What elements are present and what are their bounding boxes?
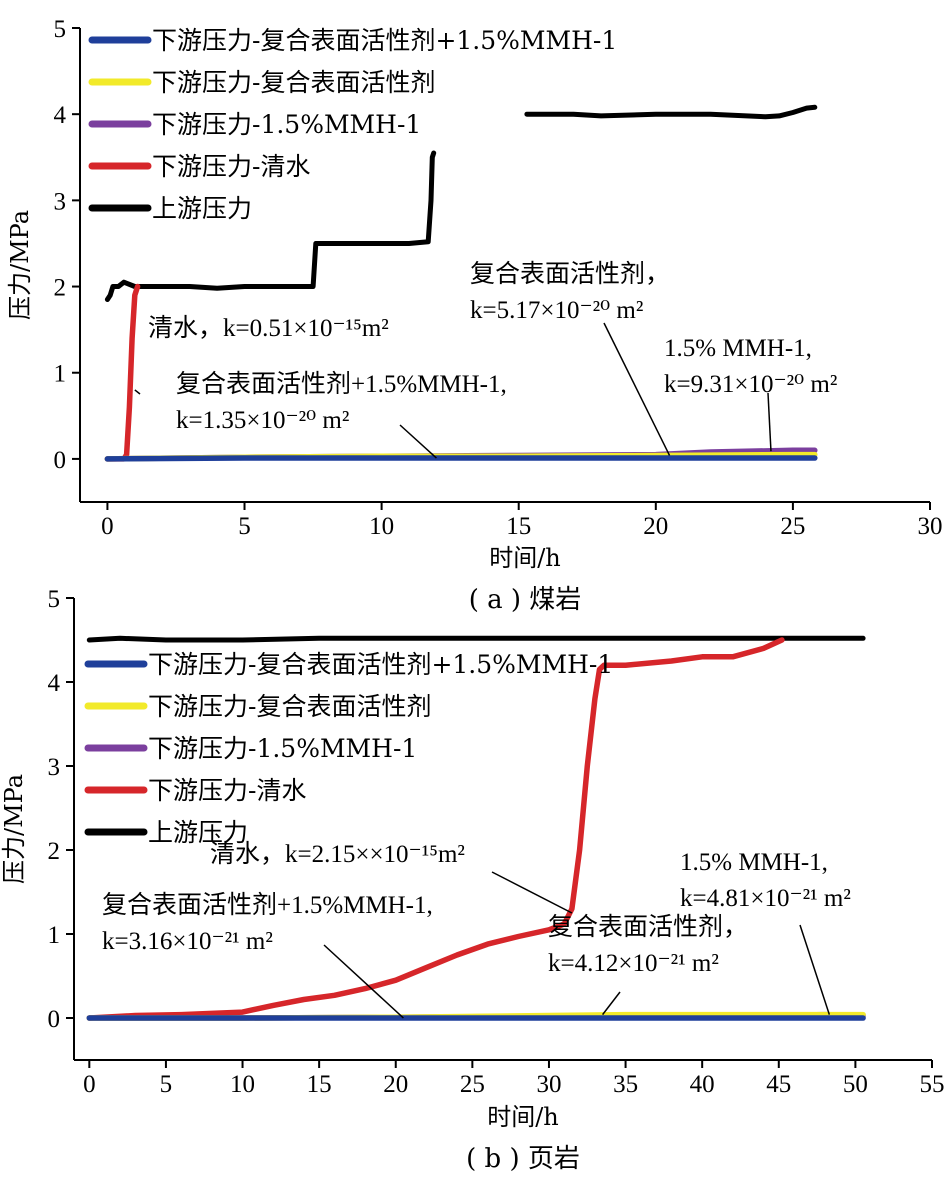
legend-label: 下游压力-清水 [148,776,306,805]
annotation-leader [603,322,671,456]
annotation-text: 复合表面活性剂， [548,913,748,941]
legend-label: 上游压力 [152,194,252,223]
y-axis-title: 压力/MPa [0,774,28,884]
annotation-leader [134,389,141,395]
series-line-3 [86,637,785,1021]
series-line-0 [104,455,818,462]
annotation-text: 1.5% MMH-1, [664,335,812,362]
annotation-text: 复合表面活性剂+1.5%MMH-1, [102,891,433,919]
x-tick-label: 5 [238,513,251,540]
panel-caption: ( b ) 页岩 [466,1144,580,1174]
series-line-4 [86,635,866,643]
y-tick-label: 5 [48,586,61,613]
y-tick-label: 4 [54,102,67,129]
annotation-text: 复合表面活性剂， [470,260,670,288]
annotation-leader [601,991,621,1016]
annotation-text: 1.5% MMH-1, [680,849,828,876]
legend-label: 下游压力-复合表面活性剂 [148,692,431,721]
y-axis-title: 压力/MPa [6,210,34,320]
annotation-text: 清水，k=0.51×10⁻¹⁵m² [148,314,389,342]
annotation-text: k=9.31×10⁻²⁰ m² [664,371,837,398]
y-tick-label: 1 [48,922,61,949]
y-tick-label: 5 [54,16,67,43]
y-tick-label: 0 [48,1006,61,1033]
legend-label: 下游压力-复合表面活性剂+1.5%MMH-1 [152,26,617,55]
x-tick-label: 10 [369,513,394,540]
annotation-leader [323,944,404,1019]
chart-panel-a: 0 5 10 15 20 25 30 0 1 2 3 4 5 时间/h 压力/MPa ( a ) 煤岩 下游压力… [6,16,943,615]
x-axis-title: 时间/h [487,1103,559,1131]
x-tick-label: 25 [780,513,805,540]
legend-label: 上游压力 [148,818,248,847]
x-tick-label: 10 [230,1071,255,1098]
annotation-text: 复合表面活性剂+1.5%MMH-1, [176,370,507,398]
x-axis-title: 时间/h [489,544,561,572]
series-line-4 [104,104,818,302]
x-tick-label: 40 [690,1071,715,1098]
y-tick-label: 0 [54,447,67,474]
y-tick-label: 4 [48,670,61,697]
annotation-leader [799,924,831,1015]
legend-label: 下游压力-1.5%MMH-1 [148,734,417,763]
x-tick-label: 45 [766,1071,791,1098]
y-tick-label: 2 [48,838,61,865]
annotation-text: k=4.81×10⁻²¹ m² [680,885,851,912]
annotation-text: 清水，k=2.15××10⁻¹⁵m² [210,840,465,868]
x-tick-label: 35 [613,1071,638,1098]
x-tick-label: 0 [83,1071,96,1098]
x-tick-label: 20 [383,1071,408,1098]
x-tick-label: 50 [843,1071,868,1098]
chart-panel-b: 0 5 10 15 20 25 30 35 40 45 50 55012345时间/h压力/MPa( … [0,586,945,1174]
annotation-leader [491,871,573,914]
legend-label: 下游压力-1.5%MMH-1 [152,110,421,139]
annotation-text: k=5.17×10⁻²⁰ m² [470,297,643,324]
y-tick-label: 2 [54,275,67,302]
x-tick-label: 30 [536,1071,561,1098]
x-tick-label: 20 [643,513,668,540]
annotation-text: k=3.16×10⁻²¹ m² [102,928,273,955]
y-tick-label: 1 [54,361,67,388]
legend-label: 下游压力-复合表面活性剂+1.5%MMH-1 [148,650,613,679]
annotation-text: k=1.35×10⁻²⁰ m² [176,407,349,434]
x-tick-label: 15 [506,513,531,540]
x-tick-label: 15 [307,1071,332,1098]
panel-caption: ( a ) 煤岩 [469,585,582,615]
annotation-text: k=4.12×10⁻²¹ m² [548,950,719,977]
series-line-3 [104,283,141,462]
x-tick-label: 25 [460,1071,485,1098]
y-tick-label: 3 [48,754,61,781]
legend-label: 下游压力-清水 [152,152,310,181]
x-tick-label: 5 [160,1071,173,1098]
legend-label: 下游压力-复合表面活性剂 [152,68,435,97]
x-tick-label: 55 [920,1071,945,1098]
x-tick-label: 0 [101,513,114,540]
annotation-leader [399,424,437,459]
y-tick-label: 3 [54,188,67,215]
annotation-leader [767,392,772,452]
x-tick-label: 30 [918,513,943,540]
